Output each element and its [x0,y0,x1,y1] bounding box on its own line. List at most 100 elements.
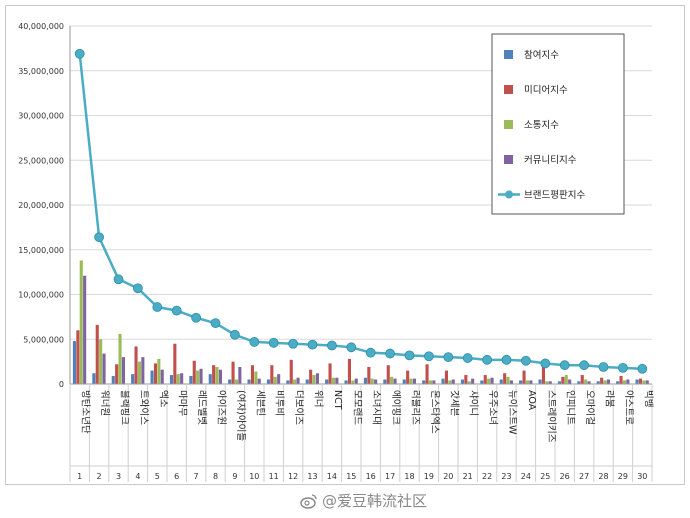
legend-label: 참여지수 [524,49,559,61]
x-tick-label: 블랙핑크 [119,390,130,425]
bar-커뮤니티지수 [529,380,533,384]
legend-marker [505,190,513,199]
bar-소통지수 [642,380,646,384]
y-tick-label: 25,000,000 [18,156,64,165]
bar-커뮤니티지수 [412,378,416,384]
legend-label: 커뮤니티지수 [524,155,577,166]
x-tick-label: 워너원 [99,390,110,416]
bar-소통지수 [525,380,529,384]
line-point [268,337,279,348]
chart-frame: 0 5,000,000 10,000,000 15,000,000 20,000,000… [5,5,685,485]
bar-참여지수 [266,379,270,384]
bar-소통지수 [603,380,607,384]
bar-참여지수 [286,380,290,384]
bar-참여지수 [111,375,115,384]
rank-label: 14 [327,472,337,481]
legend-label: 미디어지수 [524,85,568,96]
bar-참여지수 [92,373,96,384]
line-point [579,360,589,371]
legend-swatch [504,50,513,59]
rank-label: 9 [232,472,237,481]
bar-미디어지수 [134,346,138,384]
rank-label: 19 [424,472,434,481]
bar-참여지수 [208,374,212,384]
line-point [423,351,434,362]
bar-소통지수 [370,378,374,384]
bar-미디어지수 [638,378,642,384]
y-tick-label: 10,000,000 [18,291,64,300]
bar-참여지수 [189,375,193,384]
grid-layer [70,25,652,385]
bar-소통지수 [137,361,141,384]
rank-label: 27 [579,472,589,481]
x-tick-label: 인피니트 [565,390,576,425]
bar-커뮤니티지수 [354,378,358,384]
bar-커뮤니티지수 [645,380,649,384]
bar-미디어지수 [270,365,274,384]
bar-참여지수 [557,381,561,384]
x-tick-label: 마마무 [177,390,188,416]
bar-참여지수 [577,381,581,384]
bar-커뮤니티지수 [568,379,572,384]
line-point [385,348,396,359]
bar-커뮤니티지수 [218,369,222,384]
rank-label: 18 [404,472,414,481]
y-axis: 0 5,000,000 10,000,000 15,000,000 20,000,000… [18,22,71,389]
bar-소통지수 [234,379,238,384]
watermark-text: @爱豆韩流社区 [322,492,428,510]
bar-참여지수 [228,379,232,384]
bar-소통지수 [584,379,588,384]
bar-소통지수 [467,381,471,384]
bar-커뮤니티지수 [490,377,494,384]
bar-커뮤니티지수 [160,369,164,384]
line-point [540,358,551,369]
bar-참여지수 [72,341,76,384]
bar-미디어지수 [328,363,332,384]
x-tick-label: AOA [526,390,537,411]
line-point [152,302,163,312]
rank-label: 11 [269,472,279,481]
bar-참여지수 [305,379,309,384]
bar-참여지수 [402,379,406,384]
bar-커뮤니티지수 [335,377,339,384]
bar-소통지수 [409,378,413,384]
bar-미디어지수 [503,373,507,384]
line-point [326,340,337,351]
x-tick-label: 스트레이키즈 [545,390,556,443]
bar-미디어지수 [231,361,235,384]
bar-미디어지수 [561,376,565,384]
bar-참여지수 [596,381,600,384]
bar-소통지수 [273,376,277,384]
y-tick-label: 0 [59,380,64,389]
line-layer [74,48,648,374]
bar-미디어지수 [541,366,545,384]
x-tick-label: NCT [332,390,343,410]
line-point [113,274,124,285]
line-point [74,48,85,59]
rank-label: 6 [174,472,179,481]
bar-참여지수 [635,379,639,384]
x-tick-label: 레드벨벳 [196,390,207,425]
rank-label: 29 [618,472,628,481]
legend-swatch [504,85,513,94]
bar-커뮤니티지수 [102,353,106,384]
y-tick-label: 30,000,000 [18,112,64,121]
rank-label: 16 [366,472,376,481]
x-tick-label: (여자)아이들 [235,390,247,441]
rank-label: 23 [501,472,511,481]
rank-label: 28 [598,472,608,481]
y-tick-label: 5,000,000 [23,335,64,344]
bar-소통지수 [622,380,626,384]
bar-소통지수 [254,371,258,384]
x-tick-label: 트와이스 [138,390,150,425]
line-point [171,305,182,316]
bar-커뮤니티지수 [296,377,300,384]
rank-label: 3 [116,472,121,481]
bar-참여지수 [247,379,251,384]
bar-미디어지수 [76,330,80,384]
x-tick-label: 몬스타엑스 [429,390,441,434]
rank-label: 21 [463,472,473,481]
bar-커뮤니티지수 [393,378,397,384]
bar-미디어지수 [425,364,429,384]
